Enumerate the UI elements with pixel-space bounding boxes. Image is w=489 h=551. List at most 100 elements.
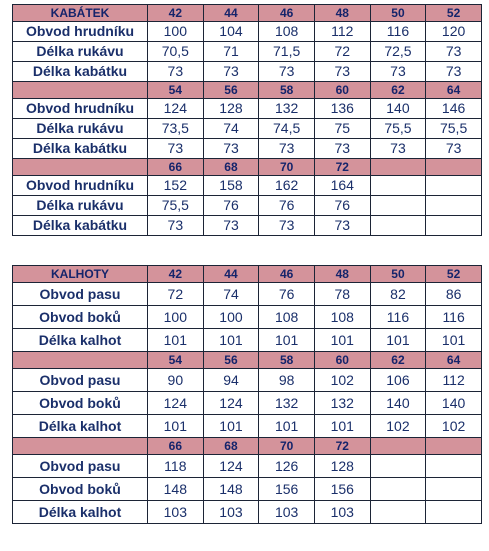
- measurement-value: 72: [313, 41, 371, 62]
- measurement-value: [369, 195, 427, 216]
- measurement-value: 108: [258, 305, 315, 329]
- measurement-label: Obvod boků: [12, 391, 148, 415]
- measurement-value: [425, 477, 482, 501]
- size-header-cell: 42: [147, 265, 204, 283]
- measurement-value: 118: [147, 454, 204, 478]
- measurement-row: Délka rukávu 75,5 76 76 76: [12, 195, 482, 216]
- size-header-row: 54 56 58 60 62 64: [12, 81, 482, 99]
- header-corner-cell: [12, 437, 148, 455]
- measurement-label: Obvod boků: [12, 477, 148, 501]
- measurement-label: Obvod hrudníku: [12, 21, 148, 42]
- size-header-row: 66 68 70 72: [12, 158, 482, 176]
- measurement-value: 156: [258, 477, 315, 501]
- measurement-value: [369, 500, 427, 524]
- table-title: KABÁTEK: [12, 4, 148, 22]
- measurement-label: Délka rukávu: [12, 118, 148, 139]
- measurement-value: 98: [258, 368, 315, 392]
- measurement-value: 103: [147, 500, 204, 524]
- measurement-label: Obvod hrudníku: [12, 98, 148, 119]
- measurement-value: 164: [313, 175, 371, 196]
- measurement-value: [369, 454, 427, 478]
- measurement-value: 73: [369, 61, 427, 82]
- measurement-value: 73: [313, 138, 371, 159]
- measurement-value: 104: [202, 21, 260, 42]
- measurement-value: 148: [147, 477, 204, 501]
- header-corner-cell: [12, 158, 148, 176]
- measurement-value: 72: [147, 282, 204, 306]
- measurement-value: 148: [202, 477, 260, 501]
- size-header-cell: 58: [258, 351, 315, 369]
- measurement-row: Obvod boků 100 100 108 108 116 116: [12, 305, 482, 329]
- measurement-value: [425, 195, 482, 216]
- size-header-cell: 46: [258, 4, 315, 22]
- measurement-value: 101: [425, 328, 482, 352]
- size-header-cell: 72: [313, 437, 371, 455]
- measurement-value: 124: [202, 391, 260, 415]
- measurement-value: 73: [202, 61, 260, 82]
- measurement-value: 101: [258, 414, 315, 438]
- measurement-value: 101: [202, 414, 260, 438]
- measurement-row: Délka kalhot 101 101 101 101 101 101: [12, 328, 482, 352]
- measurement-row: Obvod pasu 118 124 126 128: [12, 454, 482, 478]
- size-header-cell: 52: [425, 4, 482, 22]
- measurement-value: 126: [258, 454, 315, 478]
- measurement-value: 124: [147, 391, 204, 415]
- size-header-cell: 44: [202, 265, 260, 283]
- measurement-value: 73: [258, 61, 315, 82]
- measurement-value: 82: [369, 282, 427, 306]
- size-header-cell: 52: [425, 265, 482, 283]
- measurement-row: Obvod boků 124 124 132 132 140 140: [12, 391, 482, 415]
- measurement-value: 108: [313, 305, 371, 329]
- measurement-label: Délka kabátku: [12, 138, 148, 159]
- measurement-value: 112: [425, 368, 482, 392]
- measurement-value: [425, 500, 482, 524]
- measurement-row: Obvod hrudníku 100 104 108 112 116 120: [12, 21, 482, 42]
- measurement-value: 74: [202, 282, 260, 306]
- measurement-label: Délka kabátku: [12, 215, 148, 236]
- measurement-value: 140: [369, 391, 427, 415]
- measurement-value: 76: [202, 195, 260, 216]
- measurement-value: 73: [258, 215, 315, 236]
- measurement-value: 94: [202, 368, 260, 392]
- measurement-value: 86: [425, 282, 482, 306]
- measurement-value: [369, 175, 427, 196]
- measurement-value: 116: [425, 305, 482, 329]
- size-header-row: 54 56 58 60 62 64: [12, 351, 482, 369]
- measurement-label: Délka kalhot: [12, 414, 148, 438]
- measurement-row: Délka kabátku 73 73 73 73 73 73: [12, 61, 482, 82]
- header-corner-cell: [12, 81, 148, 99]
- size-header-cell: 60: [313, 81, 371, 99]
- measurement-row: Délka rukávu 70,5 71 71,5 72 72,5 73: [12, 41, 482, 62]
- size-header-cell: 50: [369, 265, 427, 283]
- measurement-row: Obvod pasu 72 74 76 78 82 86: [12, 282, 482, 306]
- measurement-value: [369, 215, 427, 236]
- size-header-cell: [369, 158, 427, 176]
- measurement-value: 124: [202, 454, 260, 478]
- measurement-value: 101: [147, 328, 204, 352]
- measurement-row: Délka rukávu 73,5 74 74,5 75 75,5 75,5: [12, 118, 482, 139]
- size-header-cell: 70: [258, 437, 315, 455]
- size-header-cell: 54: [147, 81, 204, 99]
- measurement-value: 73: [425, 61, 482, 82]
- measurement-value: 70,5: [147, 41, 204, 62]
- measurement-label: Délka kalhot: [12, 500, 148, 524]
- measurement-label: Obvod hrudníku: [12, 175, 148, 196]
- measurement-value: [425, 215, 482, 236]
- measurement-value: 76: [258, 195, 315, 216]
- measurement-value: 73: [202, 138, 260, 159]
- measurement-value: 74,5: [258, 118, 315, 139]
- size-header-cell: 68: [202, 437, 260, 455]
- measurement-value: 75,5: [425, 118, 482, 139]
- measurement-value: 71,5: [258, 41, 315, 62]
- measurement-value: 128: [202, 98, 260, 119]
- measurement-label: Délka rukávu: [12, 195, 148, 216]
- measurement-value: 73: [313, 61, 371, 82]
- measurement-value: 73: [369, 138, 427, 159]
- size-header-cell: 44: [202, 4, 260, 22]
- measurement-row: Obvod pasu 90 94 98 102 106 112: [12, 368, 482, 392]
- size-header-cell: 46: [258, 265, 315, 283]
- measurement-value: 128: [313, 454, 371, 478]
- measurement-value: 71: [202, 41, 260, 62]
- header-corner-cell: [12, 351, 148, 369]
- measurement-value: 132: [313, 391, 371, 415]
